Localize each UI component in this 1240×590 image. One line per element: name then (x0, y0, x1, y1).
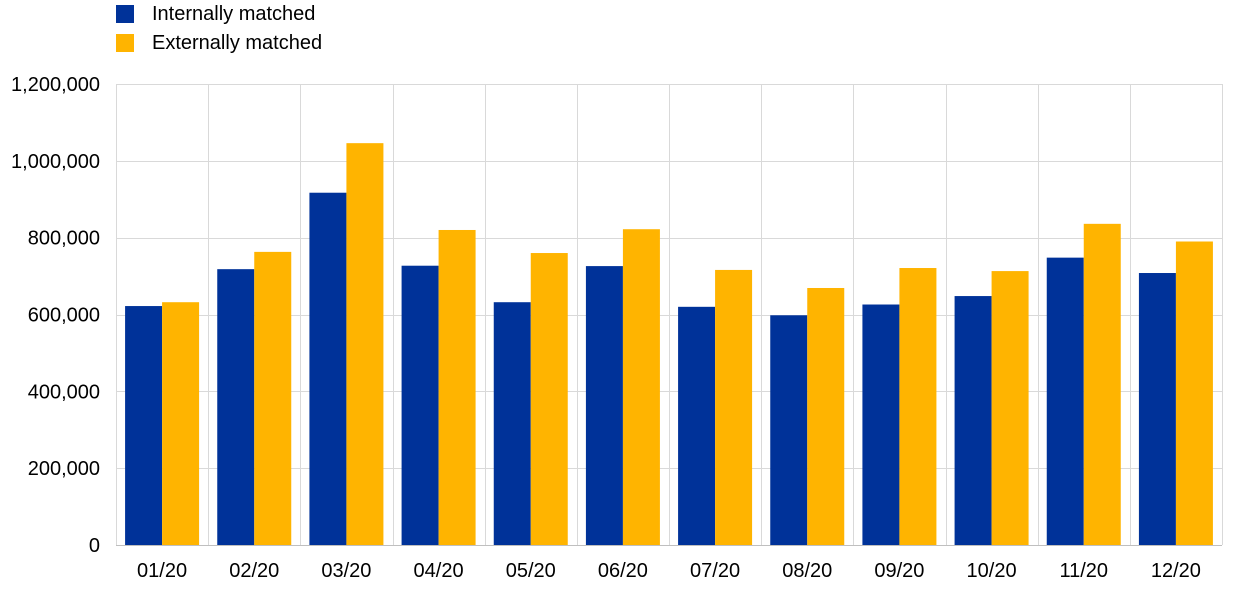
x-tick-label: 02/20 (229, 560, 279, 582)
y-tick-label: 800,000 (28, 228, 100, 250)
legend-item-externally-matched: Externally matched (116, 29, 322, 57)
bar-externally-matched (530, 253, 568, 546)
x-tick-label: 08/20 (782, 560, 832, 582)
bar-internally-matched (217, 269, 255, 545)
bar-externally-matched (899, 268, 937, 545)
x-tick-label: 12/20 (1151, 560, 1201, 582)
bar-internally-matched (585, 266, 623, 545)
bar-internally-matched (401, 265, 439, 545)
bar-externally-matched (715, 269, 753, 545)
bar-internally-matched (1046, 257, 1084, 545)
x-tick-label: 09/20 (874, 560, 924, 582)
bar-externally-matched (254, 251, 292, 545)
x-tick-label: 04/20 (414, 560, 464, 582)
bar-internally-matched (309, 192, 347, 545)
bar-externally-matched (162, 302, 200, 545)
legend-item-internally-matched: Internally matched (116, 0, 322, 28)
bar-internally-matched (862, 304, 900, 545)
y-tick-label: 400,000 (28, 381, 100, 403)
x-tick-label: 01/20 (137, 560, 187, 582)
y-tick-label: 600,000 (28, 305, 100, 327)
y-tick-label: 1,000,000 (11, 151, 100, 173)
bar-externally-matched (438, 229, 476, 545)
bar-internally-matched (1138, 273, 1176, 545)
legend: Internally matched Externally matched (116, 0, 322, 58)
x-tick-label: 07/20 (690, 560, 740, 582)
x-tick-label: 11/20 (1059, 560, 1108, 582)
y-tick-label: 200,000 (28, 458, 100, 480)
x-tick-label: 05/20 (506, 560, 556, 582)
legend-label-externally-matched: Externally matched (152, 32, 323, 54)
x-tick-label: 10/20 (967, 560, 1017, 582)
bar-externally-matched (622, 229, 660, 545)
y-tick-label: 1,200,000 (11, 74, 100, 96)
bar-externally-matched (1175, 241, 1213, 545)
bar-internally-matched (770, 315, 808, 545)
bar-externally-matched (1083, 223, 1121, 545)
y-tick-label: 0 (89, 535, 100, 557)
x-tick-label: 06/20 (598, 560, 648, 582)
legend-label-internally-matched: Internally matched (152, 3, 316, 25)
legend-swatch-externally-matched (116, 34, 134, 52)
bar-externally-matched (991, 271, 1029, 545)
bar-externally-matched (807, 287, 845, 545)
legend-swatch-internally-matched (116, 5, 134, 23)
bar-internally-matched (954, 296, 992, 545)
bar-internally-matched (678, 306, 716, 545)
bar-internally-matched (493, 302, 531, 545)
bar-internally-matched (125, 306, 163, 545)
x-tick-label: 03/20 (321, 560, 371, 582)
bar-externally-matched (346, 143, 384, 545)
